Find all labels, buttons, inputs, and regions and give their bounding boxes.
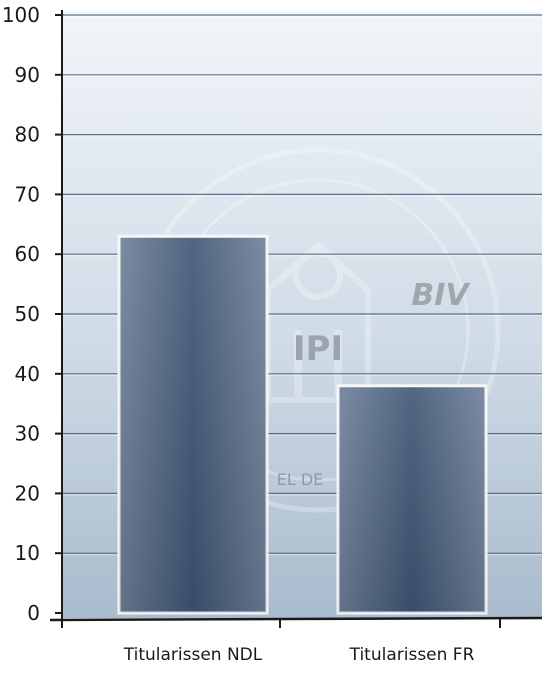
y-tick-label-40: 40 (15, 362, 40, 386)
watermark-text-el-de: EL DE (277, 470, 324, 489)
bar-shade-2 (338, 385, 486, 613)
y-tick-label-70: 70 (15, 182, 40, 206)
y-tick-label-30: 30 (15, 422, 40, 446)
x-tick-label-1: Titularissen NDL (123, 645, 263, 665)
x-tick-label-2: Titularissen FR (349, 645, 475, 665)
x-tick-labels: Titularissen NDL Titularissen FR (123, 645, 475, 665)
x-axis-line (49, 616, 542, 622)
y-tick-label-60: 60 (15, 242, 40, 266)
y-tick-labels: 0 10 20 30 40 50 60 70 80 90 100 (2, 3, 40, 625)
y-tick-label-80: 80 (15, 123, 40, 147)
bars (117, 234, 488, 615)
y-tick-label-0: 0 (27, 601, 40, 625)
y-tick-label-100: 100 (2, 3, 40, 27)
y-tick-label-10: 10 (15, 541, 40, 565)
y-tick-label-90: 90 (15, 63, 40, 87)
y-tick-label-50: 50 (15, 302, 40, 326)
watermark-text-ipi: IPI (293, 329, 343, 369)
y-tick-label-20: 20 (15, 481, 40, 505)
axes (49, 10, 542, 628)
bar-shade-1 (119, 236, 267, 613)
watermark-text-biv: BIV (411, 278, 471, 313)
